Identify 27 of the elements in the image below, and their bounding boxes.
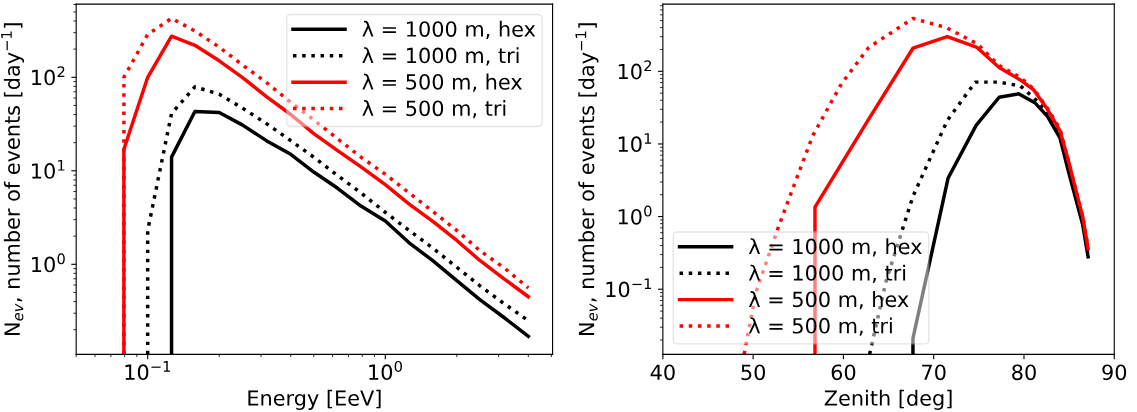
x-tick-label: 60 [831, 364, 856, 381]
y-tick-label: 10$^{0}$ [618, 205, 652, 225]
x-tick-label: 80 [1012, 364, 1036, 381]
x-tick-label: 10$^{−1}$ [125, 361, 171, 381]
y-tick-label: 10$^{1}$ [618, 133, 652, 153]
legend-label: λ = 500 m, tri [748, 317, 892, 336]
legend-label: λ = 500 m, hex [748, 291, 909, 310]
legend-label: λ = 1000 m, hex [362, 20, 536, 40]
legend-label: λ = 1000 m, hex [748, 238, 922, 257]
y-tick-label: 10$^{2}$ [32, 66, 65, 86]
x-tick-label: 70 [922, 364, 946, 381]
x-tick-label: 50 [741, 364, 766, 381]
y-tick-label: 10$^{−1}$ [606, 278, 652, 298]
x-axis-title: Zenith [deg] [824, 389, 952, 410]
legend-label: λ = 1000 m, tri [362, 47, 519, 66]
y-tick-label: 10$^{2}$ [618, 60, 652, 80]
x-axis-title: Energy [EeV] [248, 389, 381, 410]
legend-label: λ = 500 m, tri [362, 100, 506, 119]
x-tick-label: 90 [1102, 364, 1127, 381]
y-tick-label: 10$^{0}$ [32, 253, 65, 273]
legend-label: λ = 500 m, hex [362, 73, 522, 92]
y-tick-label: 10$^{1}$ [32, 159, 65, 179]
y-axis-title: N$_{ev}$, number of events [day$^{−1}$] [1, 23, 25, 335]
x-tick-label: 10$^{0}$ [369, 360, 402, 381]
y-axis-title: N$_{ev}$, number of events [day$^{−1}$] [575, 23, 599, 335]
x-tick-label: 40 [650, 364, 675, 381]
legend-label: λ = 1000 m, tri [748, 264, 906, 283]
